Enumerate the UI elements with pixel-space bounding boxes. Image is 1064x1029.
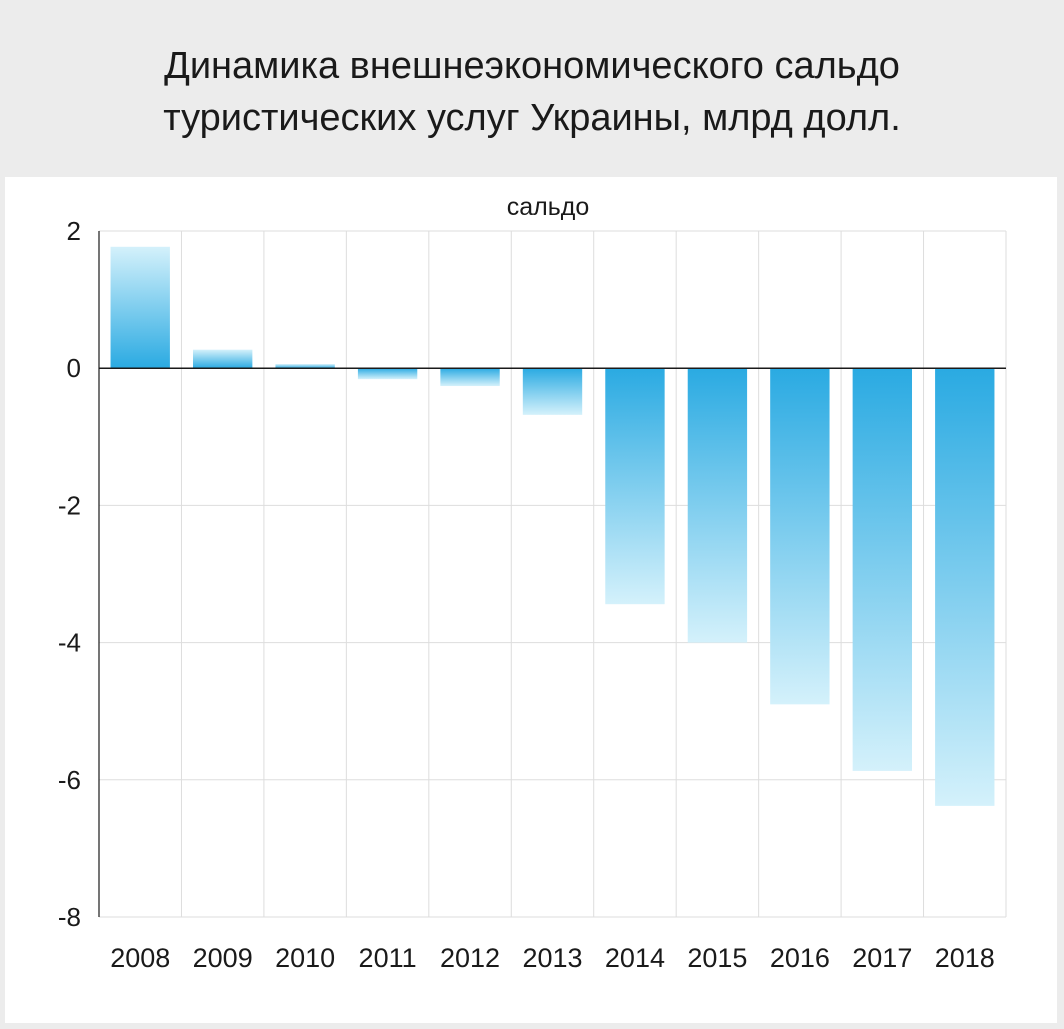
bar-2016 (770, 368, 830, 705)
x-tick-label: 2010 (275, 943, 335, 973)
bar-2012 (440, 368, 500, 387)
bar-2013 (522, 368, 583, 415)
x-tick-label: 2009 (193, 943, 253, 973)
y-tick-label: 0 (67, 353, 81, 383)
bar-chart: 2 0 -2 -4 -6 -8 2008 2009 2010 2011 2012 2013 2014 20… (58, 193, 1007, 973)
chart-title: Динамика внешнеэкономического сальдо тур… (0, 40, 1064, 144)
chart-title-line-1: Динамика внешнеэкономического сальдо (164, 45, 900, 87)
x-tick-label: 2011 (359, 943, 417, 973)
bar-2018 (935, 368, 995, 806)
x-tick-label: 2015 (687, 943, 747, 973)
y-tick-label: -6 (58, 765, 81, 795)
bar-2011 (357, 368, 418, 380)
x-tick-label: 2018 (935, 943, 995, 973)
chart-title-line-2: туристических услуг Украины, млрд долл. (163, 97, 901, 139)
series-label: сальдо (507, 193, 590, 221)
x-tick-label: 2008 (110, 943, 170, 973)
bar-2010 (275, 364, 335, 369)
bar-2015 (687, 368, 748, 643)
y-tick-label: -2 (58, 490, 81, 520)
y-tick-label: 2 (67, 216, 81, 246)
x-tick-label: 2012 (440, 943, 500, 973)
axes (98, 231, 1006, 917)
x-tick-label: 2014 (605, 943, 665, 973)
chart-panel: 2 0 -2 -4 -6 -8 2008 2009 2010 2011 2012 2013 2014 20… (5, 177, 1057, 1023)
bars (110, 246, 995, 806)
bar-2017 (852, 368, 913, 771)
bar-2009 (192, 349, 253, 369)
y-tick-label: -8 (58, 902, 81, 932)
labels: 2 0 -2 -4 -6 -8 2008 2009 2010 2011 2012 2013 2014 20… (58, 193, 995, 973)
x-tick-label: 2017 (852, 943, 912, 973)
x-tick-label: 2016 (770, 943, 830, 973)
y-tick-label: -4 (58, 628, 81, 658)
bar-2014 (605, 368, 665, 605)
x-tick-label: 2013 (522, 943, 582, 973)
bar-2008 (110, 246, 170, 369)
